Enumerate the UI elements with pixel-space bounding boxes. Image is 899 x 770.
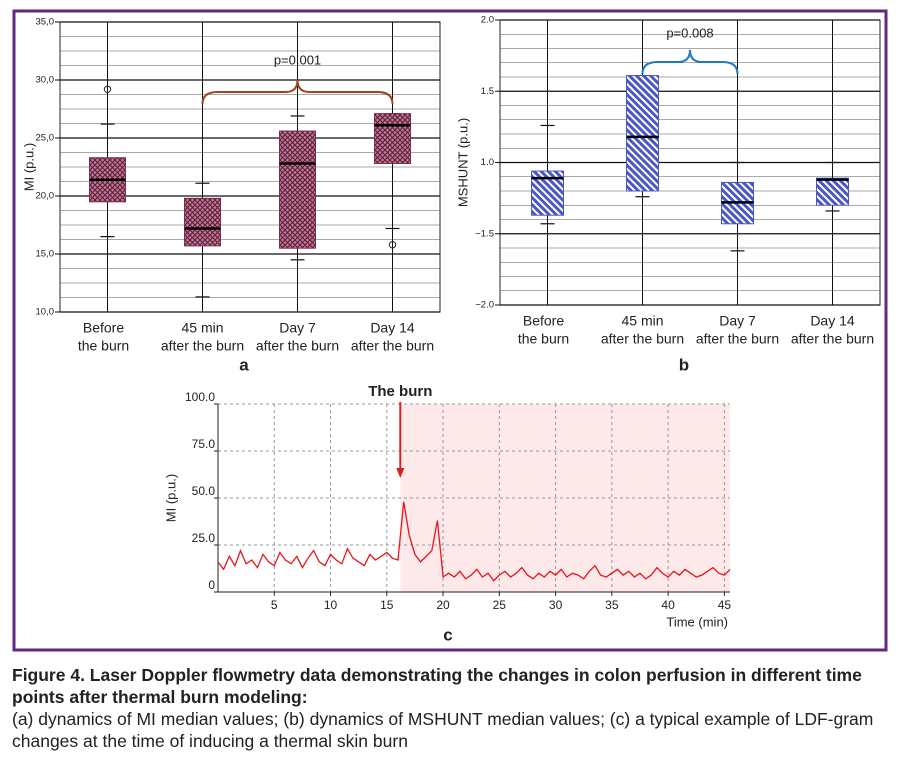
x-tick-label: 5 [271,598,278,612]
frame [12,9,888,652]
x-tick-label: after the burn [351,338,434,354]
x-tick-label: 10 [324,598,338,612]
x-tick-label: Day 14 [370,320,415,336]
annotation: p=0.001 [274,52,321,67]
caption-title: Figure 4. Laser Doppler flowmetry data d… [12,665,862,707]
y-tick-label: 10,0 [36,307,55,318]
box [626,75,659,192]
x-tick-label: 40 [661,598,675,612]
panel-label: b [679,355,689,374]
box [816,177,849,206]
x-axis-label: Time (min) [666,614,728,629]
x-tick-label: 45 min [621,313,663,329]
outlier [103,85,112,93]
caption-text: (a) dynamics of MI median values; (b) dy… [12,709,874,751]
y-tick-label: 1.5 [481,86,494,97]
x-tick-label: the burn [518,331,569,347]
x-tick-label: Day 7 [279,320,316,336]
y-tick-label: 25,0 [36,133,55,144]
figure: 10,0 15,0 20,0 25,0 30,0 35,0 MI (p.u.) Before t… [12,9,888,652]
y-axis-label: MSHUNT (p.u.) [455,118,470,207]
x-tick-label: 45 [718,598,732,612]
x-tick-label: 25 [493,598,507,612]
x-tick-label: 35 [605,598,619,612]
burn-arrowhead [396,468,405,478]
x-tick-label: after the burn [161,338,244,354]
x-tick-label: Day 14 [810,313,855,329]
x-tick-label: after the burn [601,331,684,347]
x-tick-label: Before [523,313,564,329]
panel-label: a [239,355,249,374]
x-tick-label: after the burn [791,331,874,347]
x-tick-label: 20 [436,598,450,612]
y-tick-label: 0 [208,578,215,592]
x-tick-label: 15 [380,598,394,612]
y-tick-label: 2.0 [481,15,494,26]
y-tick-label: 30,0 [36,75,55,86]
outlier [388,241,397,249]
annotation: The burn [368,383,432,400]
y-tick-label: −1.5 [475,228,494,239]
box [184,197,221,247]
line [217,501,731,582]
bracket [201,79,394,105]
y-tick-label: 25.0 [192,531,216,545]
y-tick-label: 35,0 [36,17,55,28]
y-tick-label: 50.0 [192,484,216,498]
y-tick-label: 20,0 [36,191,55,202]
panel-label: c [443,625,452,644]
x-tick-label: after the burn [256,338,339,354]
y-axis-label: MI (p.u.) [163,474,178,522]
y-tick-label: 15,0 [36,249,55,260]
caption: Figure 4. Laser Doppler flowmetry data d… [12,664,888,752]
y-tick-label: −2.0 [475,300,494,311]
x-tick-label: 45 min [181,320,223,336]
box [374,113,411,165]
x-tick-label: 30 [549,598,563,612]
y-tick-label: 75.0 [192,437,216,451]
bracket [641,49,739,75]
box [279,130,316,249]
x-tick-label: Day 7 [719,313,756,329]
x-tick-label: the burn [78,338,129,354]
annotation: p=0.008 [666,25,713,40]
y-tick-label: 1.0 [481,157,494,168]
x-tick-label: after the burn [696,331,779,347]
y-tick-label: 100.0 [185,390,215,404]
y-axis-label: MI (p.u.) [21,143,36,191]
x-tick-label: Before [83,320,124,336]
